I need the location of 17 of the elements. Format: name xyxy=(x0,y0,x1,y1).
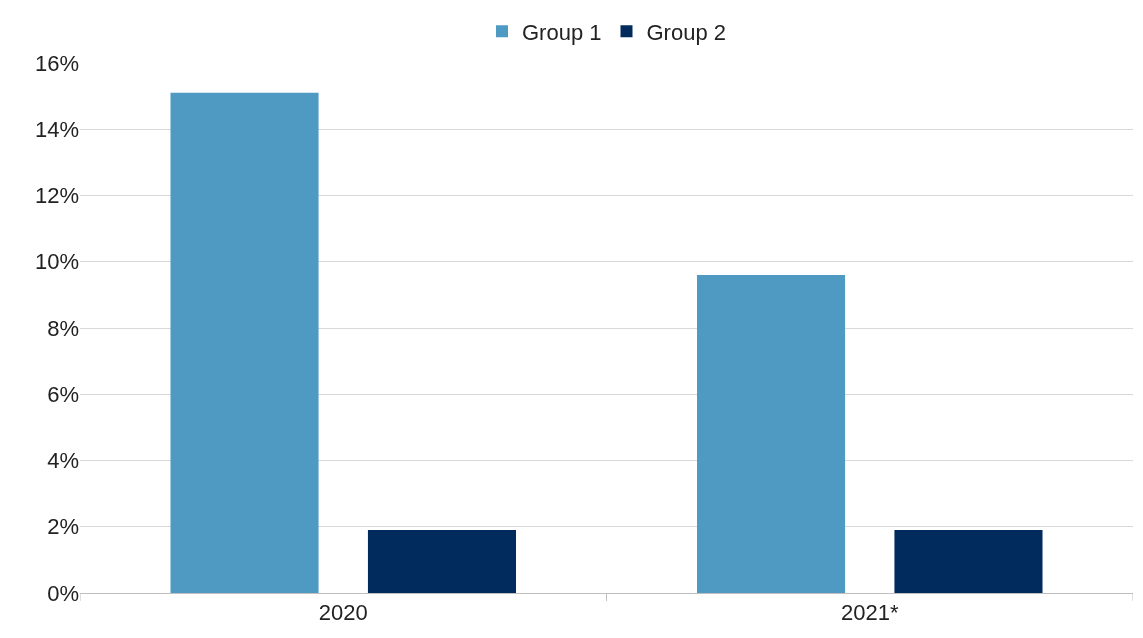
y-tick-label: 0% xyxy=(47,580,79,606)
y-tick-label: 4% xyxy=(47,448,79,474)
y-tick-label: 6% xyxy=(47,381,79,407)
y-tick-label: 14% xyxy=(34,116,79,142)
bar xyxy=(367,530,517,593)
y-tick-label: 12% xyxy=(34,183,79,209)
bar xyxy=(170,92,319,593)
legend-label: Group 2 xyxy=(646,19,726,45)
y-tick-label: 8% xyxy=(47,315,79,341)
x-tick-label: 2021* xyxy=(840,600,899,626)
y-tick-label: 16% xyxy=(34,50,79,76)
legend-label: Group 1 xyxy=(522,19,602,45)
x-tick-label: 2020 xyxy=(318,600,368,626)
y-tick-label: 10% xyxy=(34,249,79,275)
y-tick-label: 2% xyxy=(47,514,79,540)
bar xyxy=(696,275,846,593)
bar xyxy=(894,530,1043,593)
